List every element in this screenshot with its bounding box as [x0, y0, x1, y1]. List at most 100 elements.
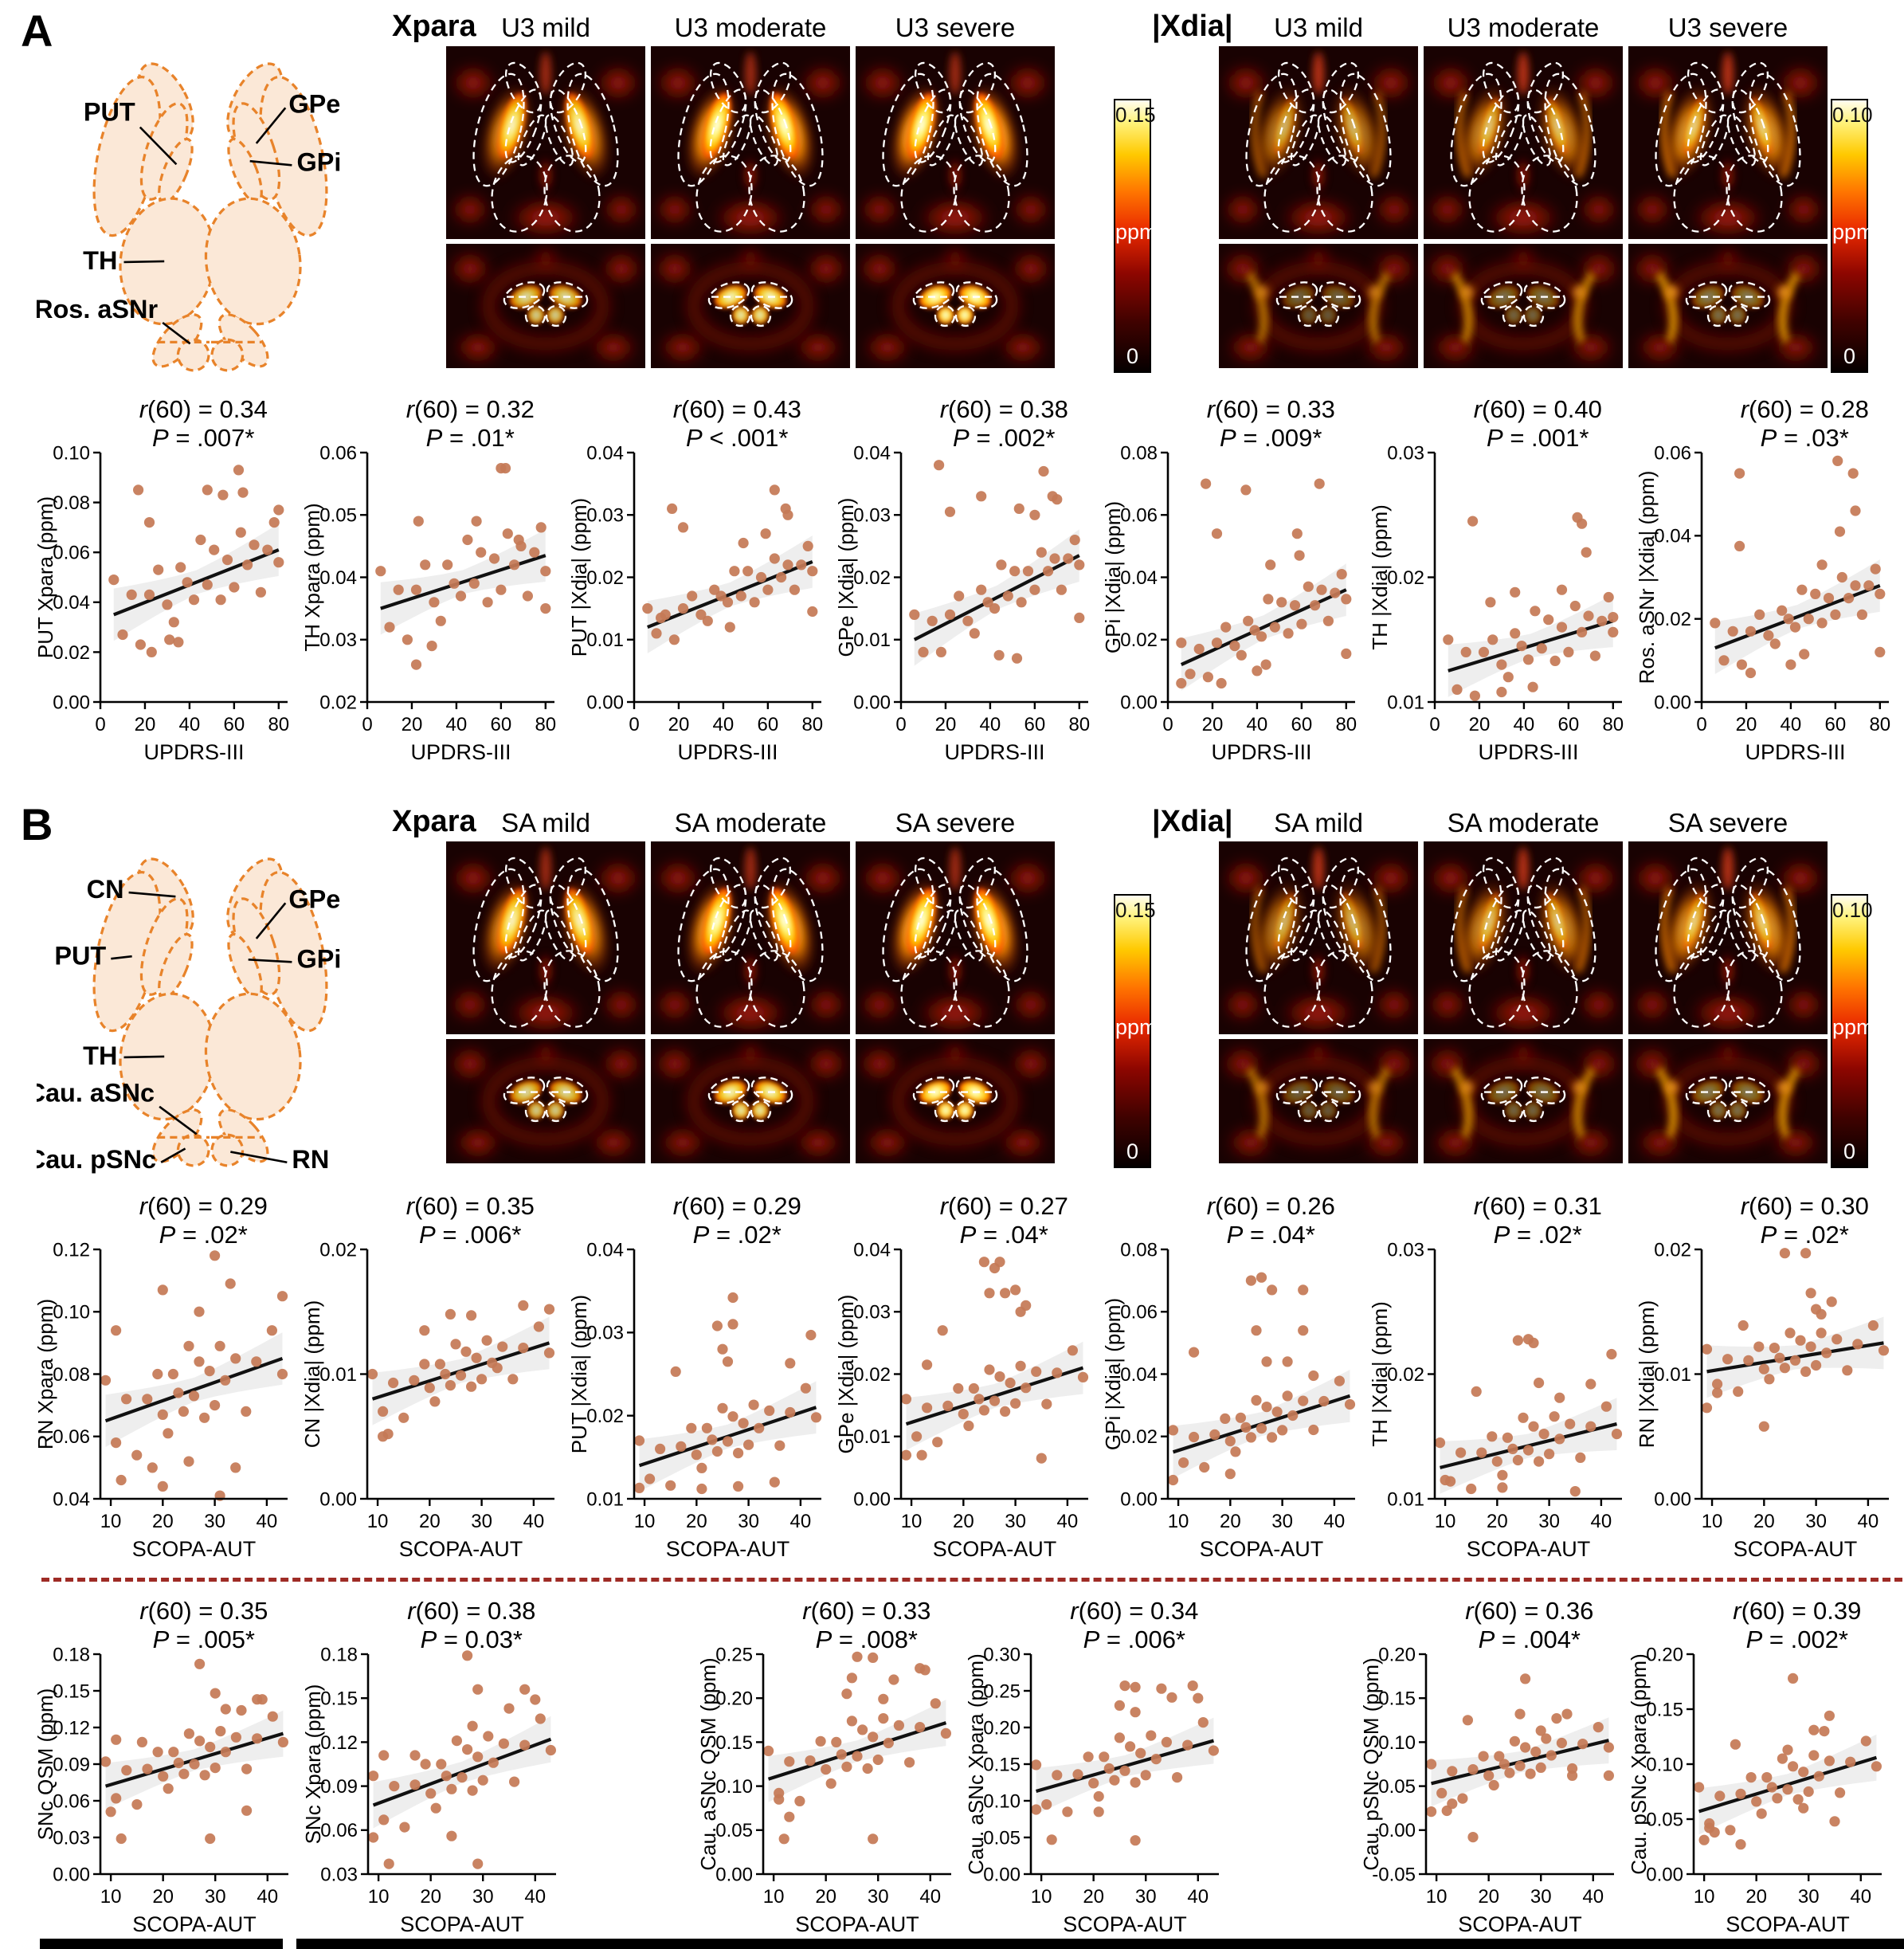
data-point: [715, 590, 727, 602]
data-point: [1193, 1692, 1204, 1704]
data-point: [446, 1783, 457, 1794]
x-tick-label: 30: [204, 1511, 225, 1532]
y-tick-label: 0.02: [1387, 567, 1424, 589]
data-point: [976, 584, 987, 595]
y-tick-label: 0.15: [1646, 1699, 1683, 1720]
anatomy-label: PUT: [84, 98, 135, 127]
data-point: [1525, 1768, 1536, 1779]
data-point: [1758, 1363, 1769, 1374]
y-tick-label: 0.01: [1654, 1364, 1691, 1386]
data-point: [1267, 1432, 1278, 1443]
anatomy-label: RN: [292, 1145, 329, 1174]
data-point: [1779, 1363, 1790, 1374]
y-tick-label: 0.04: [586, 1239, 624, 1261]
data-point: [785, 1358, 796, 1369]
scatter-ylabel: Cau. pSNc Xpara (ppm): [1627, 1653, 1651, 1874]
scatter-xlabel: UPDRS-III: [1478, 740, 1578, 764]
data-point: [919, 1665, 930, 1676]
x-tick-label: 40: [1858, 1511, 1879, 1532]
data-point: [944, 506, 956, 517]
brain-map-axial: [651, 841, 850, 1034]
data-point: [831, 1736, 842, 1747]
data-point: [1109, 1774, 1120, 1786]
data-point: [1856, 609, 1867, 620]
data-point: [1130, 1681, 1141, 1692]
scatter-ylabel: GPi |Xdia| (ppm): [1101, 501, 1125, 653]
data-point: [1224, 1436, 1236, 1447]
brain-map-axial: [651, 46, 850, 239]
data-point: [466, 1310, 477, 1321]
data-point: [1585, 1421, 1596, 1432]
scatter-row-scopa-2: r(60) = 0.35 P = .005* 0.00 0.03 0.06 0.09 0.1…: [32, 1592, 1893, 1949]
data-point: [398, 1412, 409, 1423]
data-point: [1832, 1334, 1843, 1345]
data-point: [409, 1374, 420, 1386]
y-tick-label: 0.08: [53, 492, 90, 514]
brain-map-axial-wrap: [1219, 841, 1418, 1034]
data-point: [1009, 566, 1021, 577]
y-tick-label: 0.02: [853, 567, 891, 589]
data-point: [1178, 1457, 1189, 1469]
data-point: [100, 1374, 112, 1386]
data-point: [1611, 1429, 1623, 1440]
data-point: [1565, 1418, 1576, 1429]
data-point: [1522, 654, 1534, 665]
data-point: [384, 622, 395, 633]
data-point: [1722, 1354, 1734, 1365]
data-point: [1240, 1422, 1252, 1433]
data-point: [989, 1395, 1001, 1406]
data-point: [1769, 1343, 1780, 1354]
x-tick-label: 20: [152, 1886, 174, 1908]
data-point: [1860, 1735, 1871, 1747]
data-point: [1527, 681, 1538, 692]
data-point: [430, 1802, 441, 1814]
x-tick-label: 20: [419, 1511, 441, 1532]
brain-map-midbrain: [1219, 1039, 1418, 1163]
brain-map-axial: [1628, 841, 1828, 1034]
data-point: [1460, 646, 1471, 657]
y-tick-label: 0.10: [53, 1302, 90, 1324]
data-point: [1202, 672, 1213, 683]
data-point: [466, 1381, 477, 1392]
anatomy-label: GPi: [296, 944, 341, 973]
data-point: [1603, 1770, 1614, 1781]
x-tick-label: 20: [1469, 714, 1491, 735]
scatter-ylabel: SNc QSM (ppm): [33, 1688, 57, 1841]
data-point: [927, 615, 938, 626]
data-point: [409, 1750, 421, 1761]
data-point: [1251, 1325, 1262, 1336]
data-point: [1796, 584, 1808, 595]
data-point: [1509, 1735, 1520, 1747]
map-column-title: SA mild: [501, 808, 590, 837]
scatter-stat-p: P < .001*: [686, 424, 788, 452]
data-point: [1269, 622, 1280, 633]
data-point: [1260, 659, 1271, 670]
scatter-xlabel: UPDRS-III: [1211, 740, 1311, 764]
data-point: [498, 1738, 509, 1749]
data-point: [1583, 610, 1594, 622]
data-point: [1072, 1769, 1083, 1780]
data-point: [1052, 494, 1063, 505]
y-tick-label: 0.05: [715, 1820, 753, 1841]
data-point: [996, 559, 1007, 571]
data-point: [1743, 1355, 1754, 1366]
data-point: [1735, 1839, 1746, 1850]
brain-map-midbrain: [1424, 1039, 1623, 1163]
anatomy-label: GPi: [296, 147, 341, 176]
scatter-ylabel: Cau. aSNc Xpara (ppm): [964, 1653, 988, 1874]
data-point: [1467, 516, 1479, 527]
data-point: [1334, 1375, 1345, 1386]
data-point: [1845, 1756, 1856, 1767]
data-point: [1240, 484, 1252, 496]
anatomy-diagram: CN GPe PUT GPi TH Cau. aSNc Cau. pSNc RN: [27, 857, 341, 1174]
data-point: [529, 547, 540, 558]
data-point: [677, 522, 689, 533]
data-point: [1036, 1453, 1047, 1464]
x-tick-label: 20: [135, 714, 156, 735]
brain-map-axial: [1628, 46, 1828, 239]
data-point: [468, 578, 480, 589]
data-point: [1296, 618, 1307, 629]
data-point: [513, 534, 524, 546]
data-point: [1156, 1683, 1167, 1694]
data-point: [1518, 1412, 1529, 1423]
